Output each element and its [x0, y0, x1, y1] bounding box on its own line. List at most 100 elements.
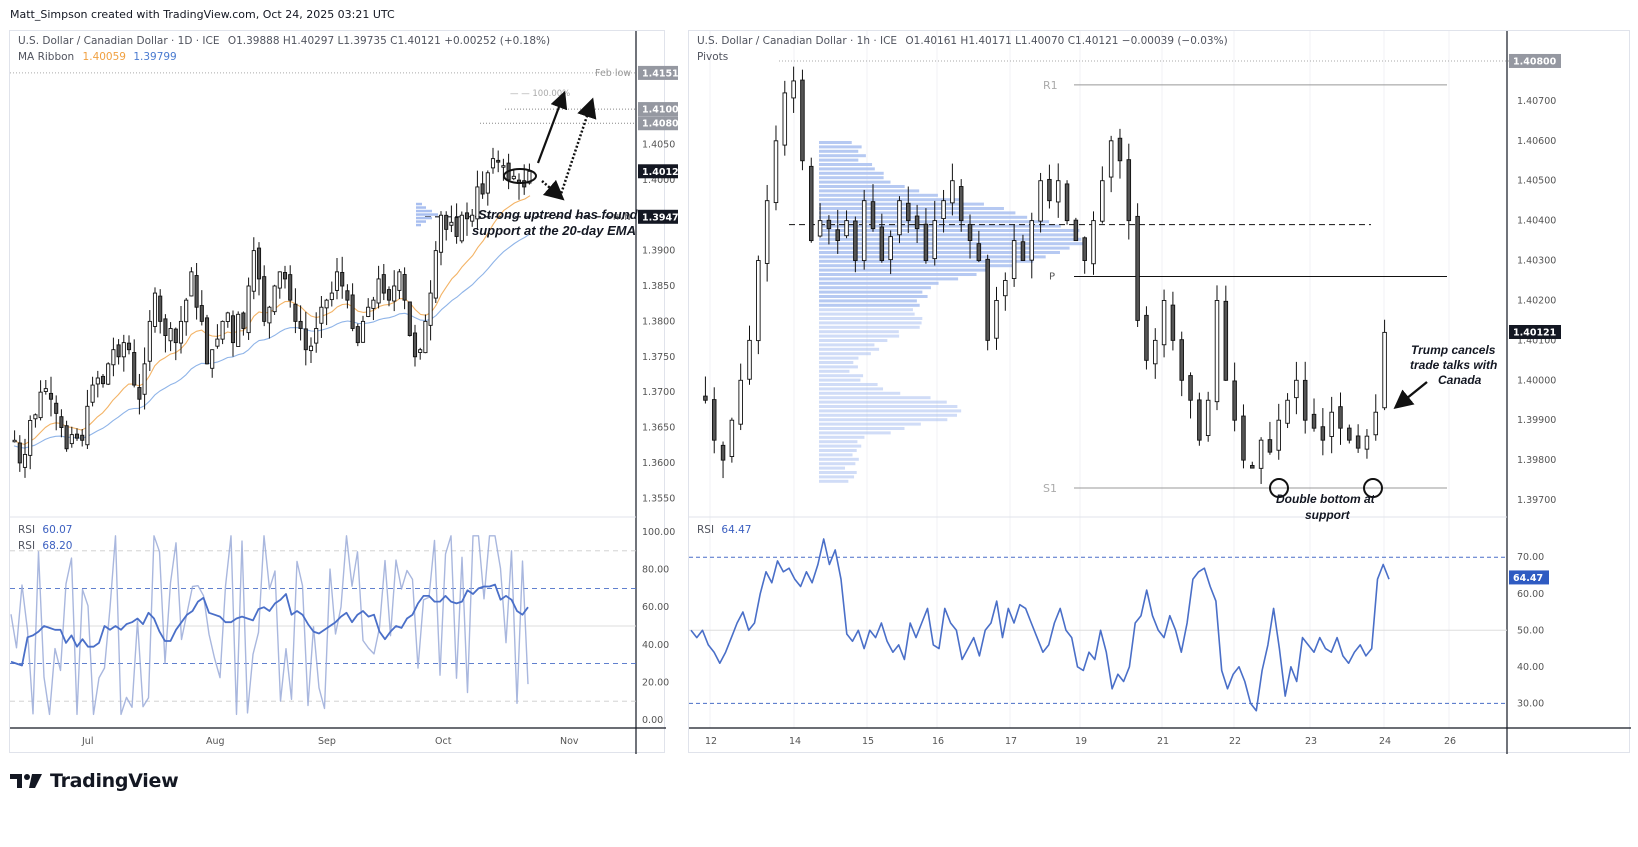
- time-tick: 16: [932, 736, 944, 747]
- price-tag-gray-label: 1.40800: [1513, 56, 1557, 67]
- volume-profile-bar: [819, 286, 931, 290]
- daily-symbol-legend: U.S. Dollar / Canadian Dollar · 1D · ICE…: [18, 35, 550, 47]
- hvn-volume-bar: [416, 220, 426, 223]
- volume-profile-bar: [819, 198, 960, 202]
- volume-profile-bar: [819, 405, 958, 408]
- price-tag-gray-label: 1.40800: [642, 119, 686, 130]
- time-tick: 12: [705, 736, 717, 747]
- volume-profile-bar: [819, 149, 859, 153]
- rsi-tick: 20.00: [642, 677, 669, 688]
- price-tick: 1.3850: [642, 281, 675, 292]
- volume-profile-bar: [819, 229, 1080, 232]
- volume-profile-bar: [819, 444, 862, 448]
- volume-profile-bar: [819, 453, 853, 457]
- double-bottom-annotation-1: Double bottom at: [1276, 492, 1376, 506]
- rebound-arrow: [558, 97, 597, 198]
- price-tag-black: [638, 164, 678, 179]
- volume-profile-bar: [819, 471, 857, 474]
- ma-ribbon-legend: MA Ribbon 1.40059 1.39799: [18, 51, 177, 63]
- hvn-volume-bar: [416, 206, 426, 209]
- ma-slow-line: [13, 233, 531, 449]
- time-tick: 22: [1229, 736, 1241, 747]
- volume-profile-bar: [819, 352, 871, 356]
- hourly-chart-panel[interactable]: U.S. Dollar / Canadian Dollar · 1h · ICE…: [688, 30, 1631, 754]
- trump-annotation-2: trade talks with: [1410, 358, 1497, 372]
- volume-profile-bar: [819, 462, 856, 466]
- dip-arrow: [541, 179, 565, 201]
- price-tick: 1.40000: [1517, 375, 1556, 386]
- double-bottom-annotation-2: support: [1305, 508, 1351, 522]
- rsi-value-1: 60.07: [42, 524, 73, 536]
- daily-ohlc: O1.39888 H1.40297 L1.39735 C1.40121 +0.0…: [227, 35, 551, 47]
- price-tick: 1.4000: [642, 175, 675, 186]
- time-tick: 14: [789, 736, 801, 747]
- rsi-label: RSI: [18, 540, 36, 552]
- rsi-tick: 30.00: [1517, 698, 1544, 709]
- volume-profile-bar: [819, 251, 1060, 254]
- daily-chart-canvas[interactable]: 1.4050 1.4000 1.3900 1.3850 1.3800 1.3750 1.37…: [10, 31, 686, 754]
- ma-fast-value: 1.40059: [82, 51, 126, 63]
- price-tag-gray-label: 1.41000: [642, 105, 686, 116]
- volume-profile-bar: [819, 281, 939, 285]
- price-tick: 1.40400: [1517, 216, 1556, 227]
- price-tick: 1.39800: [1517, 455, 1556, 466]
- volume-profile-bar: [819, 312, 915, 316]
- rsi-value: 64.47: [721, 524, 752, 536]
- hvn-label: HVN: [613, 213, 630, 222]
- hourly-rsi-legend: RSI 64.47: [697, 524, 751, 536]
- rsi-label: RSI: [697, 524, 715, 536]
- rsi-tick: 60.00: [1517, 589, 1544, 600]
- volume-profile-bar: [819, 180, 891, 184]
- volume-profile-bar: [819, 339, 888, 342]
- price-tag-black-label: 1.40121: [642, 167, 685, 178]
- rsi-label: RSI: [18, 524, 36, 536]
- volume-profile-bar: [819, 374, 864, 378]
- event-arrow: [1393, 381, 1428, 410]
- hourly-symbol-title: U.S. Dollar / Canadian Dollar · 1h · ICE: [697, 35, 898, 47]
- price-tag-black-label: 1.39478: [642, 212, 686, 223]
- volume-profile-bar: [819, 242, 1085, 246]
- volume-profile-bar: [819, 237, 1082, 241]
- volume-profile-bar: [819, 154, 866, 158]
- price-tick: 1.3550: [642, 493, 675, 504]
- rsi-tick: 40.00: [642, 640, 669, 651]
- double-bottom-circle-1: [1269, 478, 1289, 499]
- daily-chart-panel[interactable]: U.S. Dollar / Canadian Dollar · 1D · ICE…: [9, 30, 686, 754]
- price-tag-black-label: 1.40121: [1513, 327, 1556, 338]
- time-tick: 17: [1005, 736, 1017, 747]
- price-tick: 1.3650: [642, 423, 675, 434]
- volume-profile-bar: [819, 264, 1014, 268]
- rsi-tick: 50.00: [1517, 625, 1544, 636]
- price-tick: 1.40500: [1517, 176, 1556, 187]
- volume-profile-bar: [819, 224, 1061, 228]
- trump-annotation-1: Trump cancels: [1411, 343, 1496, 357]
- volume-profile-bar: [819, 207, 1004, 210]
- rsi-line: [690, 538, 1390, 712]
- volume-profile-bar: [819, 435, 865, 439]
- time-tick: Aug: [206, 736, 225, 747]
- price-tick: 1.3700: [642, 387, 675, 398]
- time-tick: 19: [1075, 736, 1087, 747]
- volume-profile-bar: [819, 158, 859, 162]
- pivots-legend: Pivots: [697, 51, 729, 63]
- volume-profile-bar: [819, 233, 1074, 237]
- volume-profile-bar: [819, 369, 850, 373]
- double-bottom-circle-2: [1363, 478, 1383, 499]
- fib-label: — — 100.00%: [510, 89, 570, 99]
- price-tick: 1.39700: [1517, 495, 1556, 506]
- volume-profile-bar: [819, 141, 852, 144]
- daily-rsi-legend-1: RSI 60.07: [18, 524, 72, 536]
- tradingview-logo[interactable]: TradingView: [10, 770, 179, 792]
- price-tag-gray: [1509, 53, 1561, 68]
- hvn-volume-bar: [416, 216, 432, 220]
- volume-profile-bar: [819, 308, 913, 312]
- pivot-r1-label: R1: [1043, 79, 1058, 92]
- time-tick: Nov: [560, 736, 579, 747]
- daily-candles: [12, 147, 532, 478]
- volume-profile-bar: [819, 295, 928, 298]
- hourly-ohlc: O1.40161 H1.40171 L1.40070 C1.40121 −0.0…: [905, 35, 1228, 47]
- volume-profile-bar: [819, 303, 920, 307]
- hourly-chart-canvas[interactable]: 1.40700 1.40600 1.40500 1.40400 1.40300 1.402…: [689, 31, 1631, 754]
- rsi-tick: 40.00: [1517, 662, 1544, 673]
- ma-slow-value: 1.39799: [133, 51, 177, 63]
